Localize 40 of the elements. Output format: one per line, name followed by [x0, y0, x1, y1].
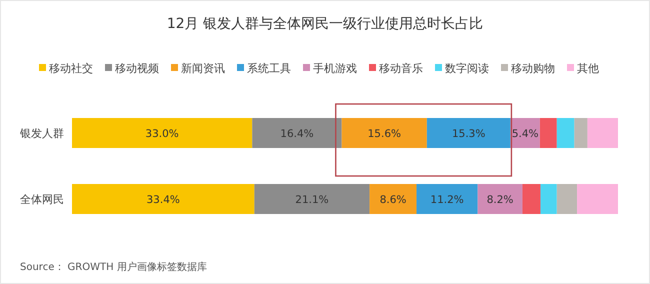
bar: [540, 184, 557, 214]
y-tick-label: 银发人群: [19, 127, 64, 140]
legend-label: 数字阅读: [445, 62, 489, 75]
data-label: 5.4%: [512, 128, 539, 140]
bar: [426, 118, 510, 148]
bar: [416, 184, 478, 214]
data-label: 16.4%: [280, 128, 314, 140]
bar: [370, 184, 417, 214]
bar: [587, 118, 618, 148]
bar: [574, 118, 588, 148]
y-tick-label: 全体网民: [20, 193, 64, 206]
legend-label: 移动音乐: [379, 62, 423, 75]
data-label: 8.2%: [486, 194, 514, 206]
data-label: 33.4%: [146, 194, 180, 206]
bar: [478, 184, 522, 214]
legend-label: 移动视频: [115, 62, 159, 75]
legend-label: 其他: [577, 62, 599, 75]
legend-label: 系统工具: [247, 62, 291, 75]
chart-title: 12月 银发人群与全体网民一级行业使用总时长占比: [166, 16, 484, 32]
bar: [72, 118, 252, 148]
bar: [556, 184, 578, 214]
bar: [252, 118, 342, 148]
source-note: Source： GROWTH 用户画像标签数据库: [20, 261, 207, 273]
data-label: 11.2%: [430, 194, 464, 206]
legend-label: 手机游戏: [313, 62, 357, 75]
bar: [522, 184, 540, 214]
bar: [342, 118, 427, 148]
bar: [254, 184, 370, 214]
data-label: 15.6%: [368, 128, 402, 140]
bar: [540, 118, 557, 148]
bar: [577, 184, 618, 214]
bar: [556, 118, 574, 148]
data-label: 15.3%: [452, 128, 486, 140]
data-label: 21.1%: [295, 194, 329, 206]
legend-label: 新闻资讯: [181, 62, 225, 75]
data-label: 8.6%: [380, 194, 406, 206]
bar: [72, 184, 254, 214]
legend-label: 移动购物: [511, 62, 555, 75]
data-label: 33.0%: [145, 128, 179, 140]
legend-label: 移动社交: [49, 62, 93, 75]
